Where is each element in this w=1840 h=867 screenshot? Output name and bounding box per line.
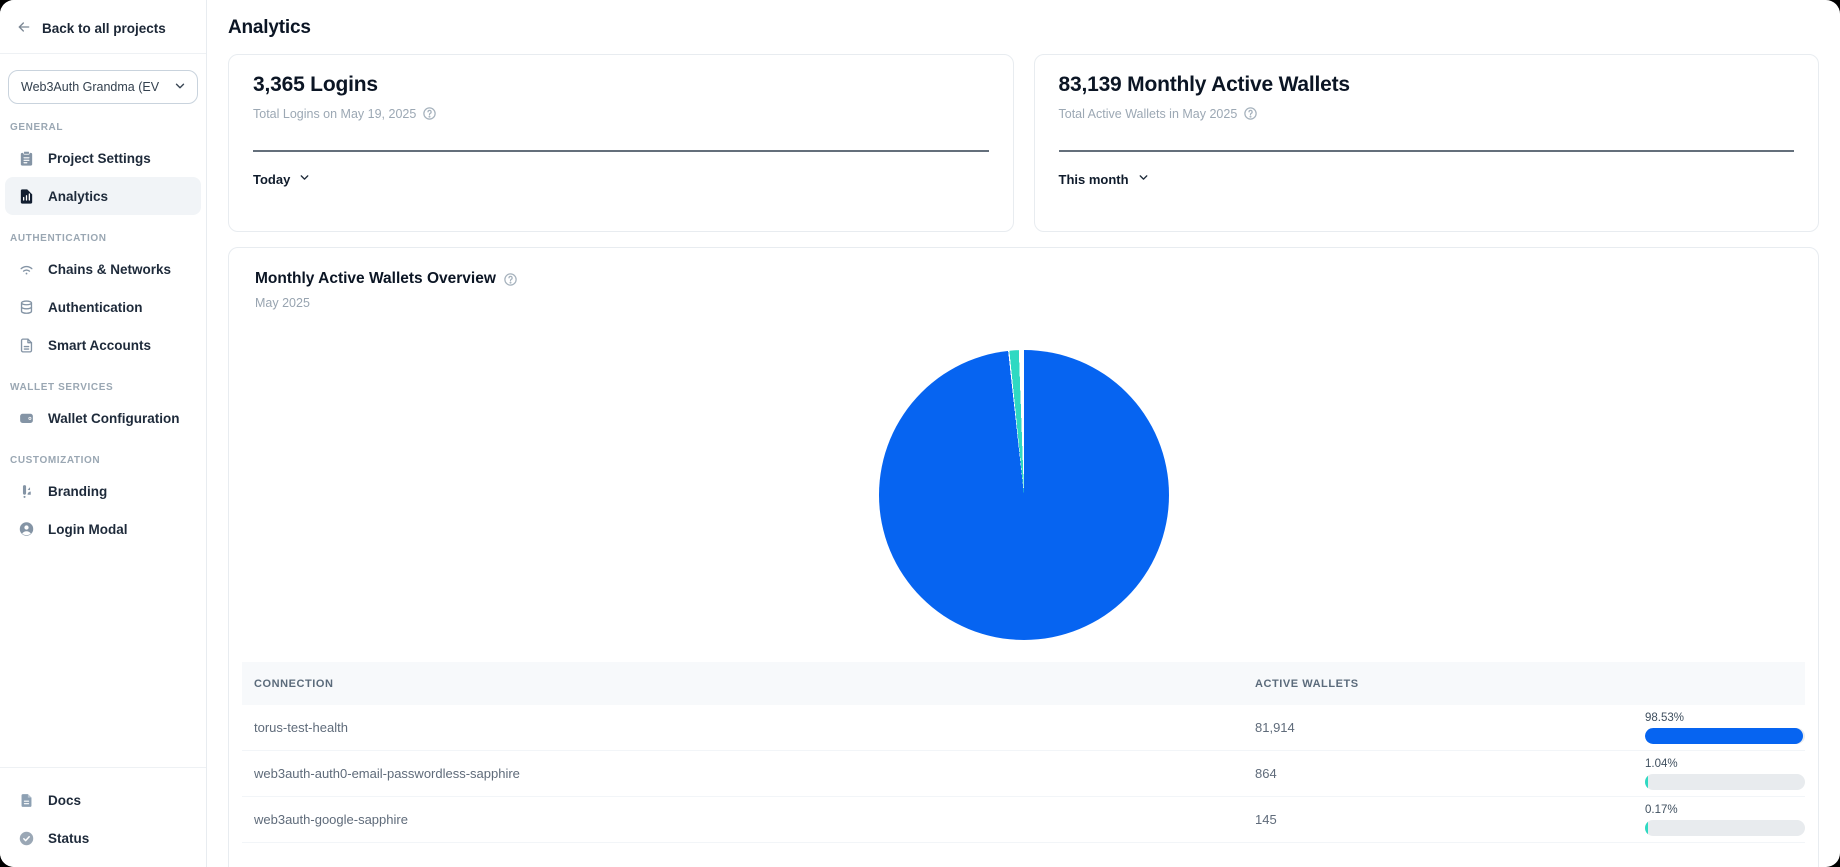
analytics-chart-icon: [18, 188, 35, 205]
column-header-active-wallets: ACTIVE WALLETS: [1255, 677, 1359, 690]
percent-bar-track: [1645, 727, 1805, 744]
overview-card-title: Monthly Active Wallets Overview: [255, 270, 496, 287]
sidebar-item-branding[interactable]: Branding: [5, 472, 201, 510]
table-row-web3auth-google-sapphire: web3auth-google-sapphire 145 0.17%: [242, 797, 1805, 843]
active-wallets-card: 83,139 Monthly Active Wallets Total Acti…: [1033, 54, 1819, 232]
percent-cell: 1.04%: [1633, 758, 1805, 790]
sidebar-section-label-general: GENERAL: [10, 122, 64, 133]
sidebar-item-wallet-configuration[interactable]: Wallet Configuration: [5, 399, 201, 437]
card-divider: [1058, 150, 1794, 152]
help-icon[interactable]: [1243, 106, 1258, 121]
project-selector-value: Web3Auth Grandma (EV: [21, 80, 160, 94]
logins-card-subtitle: Total Logins on May 19, 2025: [253, 106, 417, 121]
chevron-down-icon: [1137, 171, 1150, 187]
help-icon[interactable]: [503, 272, 518, 287]
chevron-down-icon: [298, 171, 311, 187]
active-wallets-card-subtitle: Total Active Wallets in May 2025: [1058, 106, 1238, 121]
sidebar-item-chains-networks[interactable]: Chains & Networks: [5, 250, 201, 288]
network-icon: [18, 261, 35, 278]
connection-cell: web3auth-google-sapphire: [254, 812, 408, 827]
percent-bar-fill: [1645, 819, 1648, 836]
chevron-down-icon: [173, 79, 187, 96]
percent-label: 98.53%: [1645, 711, 1685, 724]
table-row-torus-test-health: torus-test-health 81,914 98.53%: [242, 705, 1805, 751]
active-wallets-cell: 145: [1255, 812, 1277, 827]
sidebar-section-label-authentication: AUTHENTICATION: [10, 233, 107, 244]
active-wallets-range-dropdown[interactable]: This month: [1059, 171, 1150, 187]
clipboard-icon: [18, 150, 35, 167]
column-header-connection: CONNECTION: [254, 677, 334, 690]
sidebar-item-authentication[interactable]: Authentication: [5, 288, 201, 326]
active-wallets-cell: 864: [1255, 766, 1277, 781]
sidebar-item-smart-accounts[interactable]: Smart Accounts: [5, 326, 201, 364]
document-icon: [18, 792, 35, 809]
logins-card-title: 3,365 Logins: [253, 73, 378, 96]
wallet-icon: [18, 410, 35, 427]
database-icon: [18, 299, 35, 316]
percent-bar-fill: [1645, 773, 1648, 790]
page-title: Analytics: [228, 17, 311, 38]
arrow-left-icon: [16, 19, 32, 38]
connection-cell: torus-test-health: [254, 720, 348, 735]
help-icon[interactable]: [422, 106, 437, 121]
percent-bar-track: [1645, 819, 1805, 836]
user-circle-icon: [18, 521, 35, 538]
percent-label: 0.17%: [1645, 803, 1678, 816]
logins-range-value: Today: [253, 171, 291, 187]
card-divider: [253, 150, 989, 152]
sidebar-item-docs[interactable]: Docs: [5, 781, 201, 819]
stat-cards-row: 3,365 Logins Total Logins on May 19, 202…: [228, 54, 1819, 232]
sidebar: Back to all projects Web3Auth Grandma (E…: [0, 0, 207, 867]
percent-bar-fill: [1645, 727, 1803, 744]
percent-bar-track: [1645, 773, 1805, 790]
sidebar-section-label-wallet-services: WALLET SERVICES: [10, 382, 114, 393]
logins-range-dropdown[interactable]: Today: [253, 171, 311, 187]
main-content: Analytics 3,365 Logins Total Logins on M…: [207, 0, 1840, 867]
sidebar-item-login-modal[interactable]: Login Modal: [5, 510, 201, 548]
sidebar-section-label-customization: CUSTOMIZATION: [10, 455, 101, 466]
project-selector[interactable]: Web3Auth Grandma (EV: [8, 70, 198, 104]
percent-cell: 0.17%: [1633, 804, 1805, 836]
monthly-active-wallets-overview-card: Monthly Active Wallets Overview May 2025…: [228, 247, 1819, 867]
sidebar-item-status[interactable]: Status: [5, 819, 201, 857]
back-to-projects-button[interactable]: Back to all projects: [0, 0, 206, 54]
logins-card: 3,365 Logins Total Logins on May 19, 202…: [228, 54, 1014, 232]
sidebar-footer: Docs Status: [0, 767, 206, 867]
sidebar-item-analytics[interactable]: Analytics: [5, 177, 201, 215]
sidebar-item-project-settings[interactable]: Project Settings: [5, 139, 201, 177]
active-wallets-card-title: 83,139 Monthly Active Wallets: [1058, 73, 1351, 96]
brush-icon: [18, 483, 35, 500]
percent-cell: 98.53%: [1633, 712, 1805, 744]
back-to-projects-label: Back to all projects: [42, 21, 166, 36]
table-body: torus-test-health 81,914 98.53% web3auth…: [242, 705, 1805, 843]
check-circle-icon: [18, 830, 35, 847]
sidebar-nav: GENERAL Project Settings Analytics AUTHE…: [0, 104, 206, 548]
active-wallets-pie-chart: [878, 350, 1169, 640]
connections-table: CONNECTION ACTIVE WALLETS torus-test-hea…: [242, 662, 1805, 843]
table-header-row: CONNECTION ACTIVE WALLETS: [242, 662, 1805, 705]
percent-label: 1.04%: [1645, 757, 1678, 770]
connection-cell: web3auth-auth0-email-passwordless-sapphi…: [254, 766, 520, 781]
active-wallets-range-value: This month: [1058, 171, 1129, 187]
overview-card-subtitle: May 2025: [255, 296, 310, 310]
table-row-web3auth-auth0-email-passwordless-sapphire: web3auth-auth0-email-passwordless-sapphi…: [242, 751, 1805, 797]
file-icon: [18, 337, 35, 354]
active-wallets-cell: 81,914: [1255, 720, 1295, 735]
